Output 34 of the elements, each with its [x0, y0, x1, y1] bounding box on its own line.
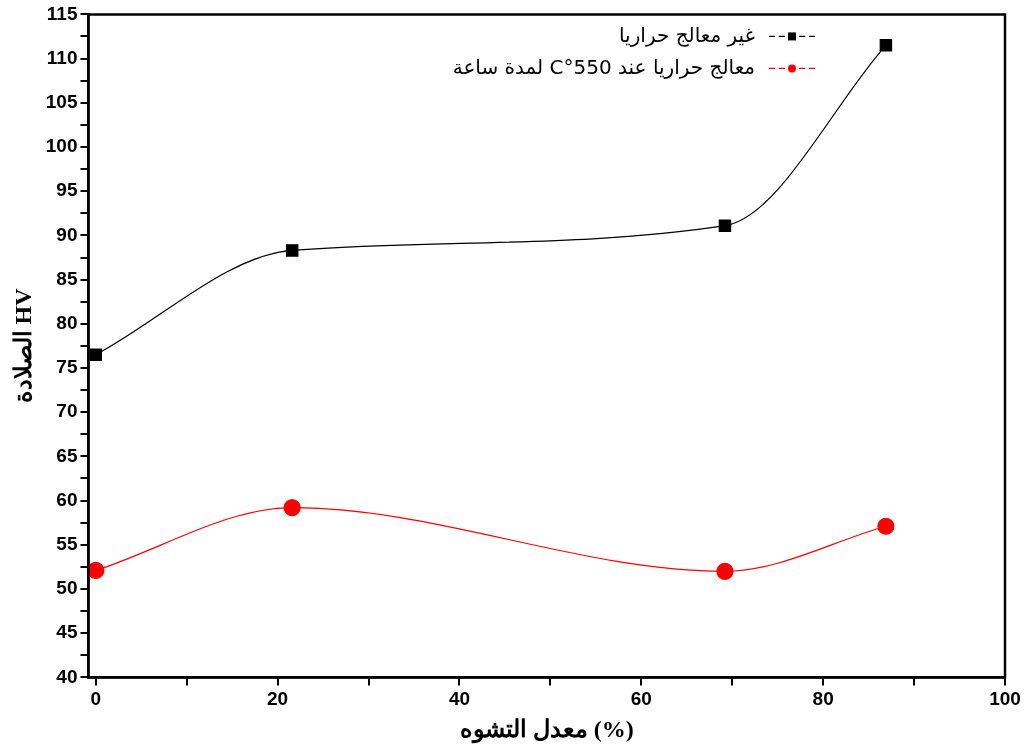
x-tick-label: 40	[448, 688, 471, 710]
point	[879, 39, 893, 52]
y-axis-title: الصلادة HV	[9, 287, 36, 404]
x-tick-label: 0	[90, 688, 102, 710]
y-tick-label: 100	[45, 135, 78, 157]
point	[283, 499, 301, 517]
point	[89, 348, 103, 361]
x-tick-label: 80	[812, 688, 834, 710]
point	[285, 244, 299, 257]
point	[877, 517, 895, 535]
y-tick-label: 115	[46, 2, 78, 24]
point	[88, 561, 105, 580]
legend-label: معالج حراريا عند 550°C لمدة ساعة	[452, 54, 755, 79]
y-tick-label: 75	[56, 356, 78, 378]
x-tick-label: 100	[989, 688, 1021, 710]
y-tick-label: 60	[56, 488, 78, 510]
x-axis-title: معدل التشوه (%)	[459, 715, 634, 744]
y-tick-label: 65	[56, 444, 78, 466]
y-tick-label: 90	[56, 223, 78, 245]
legend-label: غير معالج حراريا	[619, 22, 755, 47]
point	[716, 562, 734, 580]
point	[718, 219, 732, 232]
y-tick-label: 105	[45, 91, 78, 113]
x-tick-label: 20	[267, 688, 289, 710]
y-tick-label: 55	[56, 533, 78, 555]
y-tick-label: 40	[56, 665, 78, 687]
y-tick-label: 110	[46, 46, 78, 68]
y-tick-label: 80	[56, 312, 78, 334]
x-tick-label: 60	[630, 688, 652, 710]
y-tick-label: 85	[56, 267, 78, 289]
y-tick-label: 70	[56, 400, 78, 422]
y-tick-label: 95	[56, 179, 78, 201]
y-tick-label: 45	[56, 621, 78, 643]
y-tick-label: 50	[56, 577, 78, 599]
